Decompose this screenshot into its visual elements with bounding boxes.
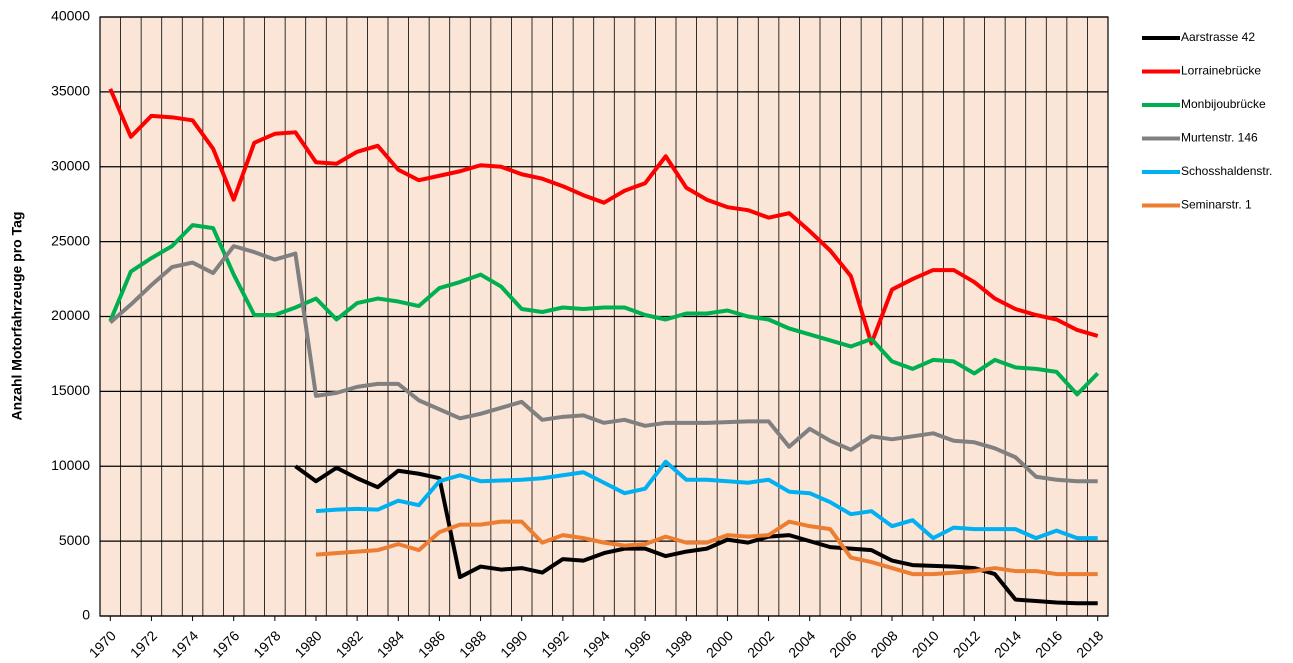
x-tick-label: 2004: [785, 627, 818, 660]
y-tick-label: 40000: [51, 8, 90, 24]
y-tick-label: 5000: [59, 532, 90, 548]
y-tick-label: 10000: [51, 457, 90, 473]
series-line: [108, 88, 1099, 346]
legend-label: Schosshaldenstr.: [1181, 164, 1272, 178]
x-tick-label: 1970: [86, 627, 119, 660]
legend-label: Monbijoubrücke: [1181, 97, 1266, 111]
series-line: [108, 223, 1100, 397]
x-tick-label: 2008: [867, 627, 900, 660]
y-tick-label: 35000: [51, 83, 90, 99]
x-tick-label: 2000: [703, 627, 736, 660]
y-tick-label: 15000: [51, 382, 90, 398]
x-tick-label: 1986: [415, 627, 448, 660]
series-line: [108, 244, 1098, 484]
legend-label: Seminarstr. 1: [1181, 198, 1252, 212]
series-line: [294, 464, 1098, 606]
y-axis-label: Anzahl Motorfahrzeuge pro Tag: [9, 212, 25, 421]
y-tick-label: 25000: [51, 232, 90, 248]
series-line: [315, 519, 1098, 577]
x-tick-label: 2018: [1073, 627, 1106, 660]
x-tick-label: 1976: [209, 627, 242, 660]
x-tick-label: 1974: [168, 627, 201, 660]
x-tick-label: 2016: [1032, 627, 1065, 660]
x-tick-label: 2014: [991, 627, 1024, 660]
x-tick-label: 1980: [291, 627, 324, 660]
legend-label: Lorrainebrücke: [1181, 64, 1261, 78]
x-tick-label: 2012: [950, 627, 983, 660]
x-tick-label: 1982: [333, 627, 366, 660]
y-tick-label: 30000: [51, 157, 90, 173]
x-tick-label: 1984: [374, 627, 407, 660]
x-tick-label: 2002: [744, 627, 777, 660]
x-tick-label: 1998: [662, 627, 695, 660]
x-tick-label: 1988: [456, 627, 489, 660]
x-tick-label: 1978: [250, 627, 283, 660]
x-tick-label: 1994: [579, 627, 612, 660]
series-line: [315, 459, 1098, 541]
legend-label: Aarstrasse 42: [1181, 30, 1255, 44]
x-tick-label: 1992: [538, 627, 571, 660]
x-tick-label: 2006: [826, 627, 859, 660]
x-tick-label: 1972: [127, 627, 160, 660]
x-tick-label: 1996: [621, 627, 654, 660]
x-tick-label: 2010: [909, 627, 942, 660]
y-tick-label: 20000: [51, 307, 90, 323]
y-tick-label: 0: [82, 607, 90, 623]
plot-border: [99, 16, 1109, 617]
legend-label: Murtenstr. 146: [1181, 131, 1258, 145]
x-tick-label: 1990: [497, 627, 530, 660]
